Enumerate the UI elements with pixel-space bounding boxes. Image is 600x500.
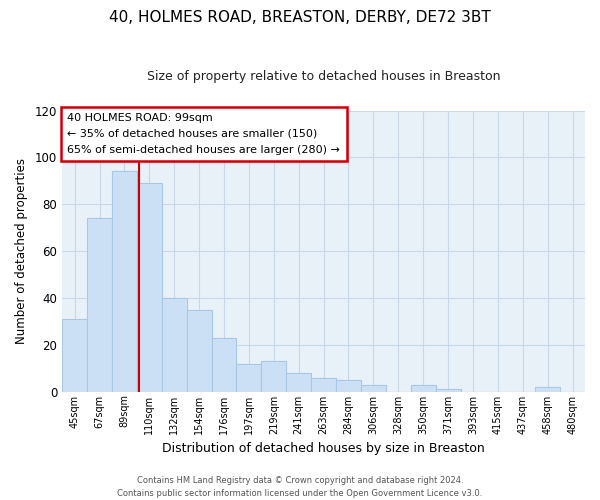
Title: Size of property relative to detached houses in Breaston: Size of property relative to detached ho… xyxy=(147,70,500,83)
Text: Contains HM Land Registry data © Crown copyright and database right 2024.
Contai: Contains HM Land Registry data © Crown c… xyxy=(118,476,482,498)
Bar xyxy=(162,298,187,392)
X-axis label: Distribution of detached houses by size in Breaston: Distribution of detached houses by size … xyxy=(162,442,485,455)
Text: 40, HOLMES ROAD, BREASTON, DERBY, DE72 3BT: 40, HOLMES ROAD, BREASTON, DERBY, DE72 3… xyxy=(109,10,491,25)
Bar xyxy=(262,361,286,392)
Bar xyxy=(286,373,311,392)
Bar xyxy=(336,380,361,392)
Bar xyxy=(361,384,386,392)
Bar xyxy=(236,364,262,392)
Bar xyxy=(62,319,87,392)
Bar xyxy=(535,387,560,392)
Bar xyxy=(137,183,162,392)
Bar xyxy=(187,310,212,392)
Bar xyxy=(87,218,112,392)
Text: 40 HOLMES ROAD: 99sqm
← 35% of detached houses are smaller (150)
65% of semi-det: 40 HOLMES ROAD: 99sqm ← 35% of detached … xyxy=(67,114,340,154)
Y-axis label: Number of detached properties: Number of detached properties xyxy=(15,158,28,344)
Bar xyxy=(411,384,436,392)
Bar xyxy=(436,390,461,392)
Bar xyxy=(311,378,336,392)
Bar xyxy=(112,172,137,392)
Bar xyxy=(212,338,236,392)
